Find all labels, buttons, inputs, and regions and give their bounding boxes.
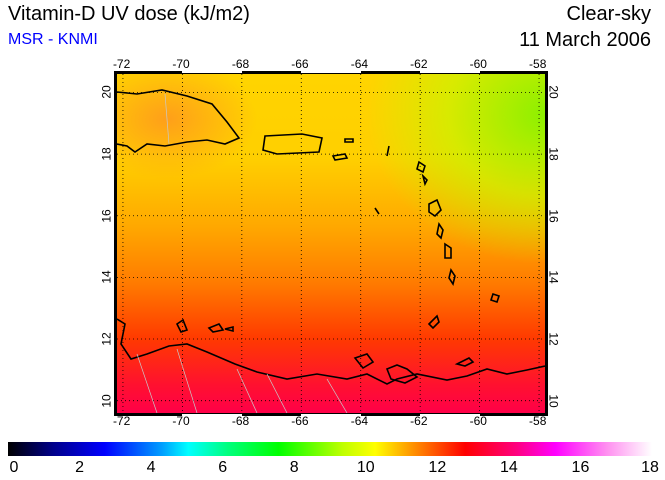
lon-tick-bottom: -70 (172, 414, 190, 428)
south-america-coast (117, 318, 545, 385)
frame-bar (182, 71, 242, 73)
frame-bar (420, 414, 480, 416)
coastlines (117, 89, 545, 385)
lon-tick-top: -68 (231, 57, 250, 71)
hispaniola-coast (117, 89, 241, 153)
lon-tick-top: -66 (291, 57, 309, 71)
lat-tick-right: 10 (546, 393, 561, 408)
colorbar-tick: 2 (75, 459, 84, 476)
colorbar-tick: 14 (499, 459, 518, 476)
colorbar (8, 442, 652, 456)
lat-tick-right: 14 (546, 270, 561, 285)
colorbar-tick: 10 (356, 459, 375, 476)
lat-tick-left: 14 (99, 270, 114, 285)
lon-tick-bottom: -60 (469, 414, 487, 428)
date-label: 11 March 2006 (519, 29, 651, 51)
frame-bar (420, 71, 480, 73)
lon-tick-top: -64 (350, 57, 369, 71)
lat-tick-right: 12 (546, 332, 561, 346)
lon-tick-top: -62 (410, 57, 428, 71)
lat-tick-right: 16 (546, 209, 561, 223)
map-title: Vitamin-D UV dose (kJ/m2) (8, 3, 250, 25)
colorbar-tick: 8 (289, 459, 299, 476)
lon-tick-top: -58 (529, 57, 547, 71)
colorbar-tick: 18 (641, 459, 659, 476)
colorbar-tick: 4 (146, 459, 156, 476)
lat-tick-right: 20 (546, 85, 561, 100)
lat-tick-left: 20 (99, 85, 114, 100)
condition-label: Clear-sky (566, 3, 651, 25)
lon-tick-bottom: -68 (231, 414, 250, 428)
lon-tick-top: -72 (112, 57, 131, 71)
graticule (117, 74, 545, 413)
colorbar-tick: 6 (218, 459, 228, 476)
borders (136, 93, 348, 413)
lon-tick-top: -70 (172, 57, 190, 71)
lon-tick-bottom: -72 (112, 414, 131, 428)
lat-tick-left: 12 (99, 332, 114, 346)
colorbar-tick: 12 (428, 459, 447, 476)
frame-bar (301, 71, 361, 73)
lat-tick-left: 18 (99, 147, 114, 161)
map-overlay (117, 74, 545, 413)
lon-tick-bottom: -64 (350, 414, 369, 428)
uv-dose-map (117, 74, 545, 413)
lat-tick-right: 18 (546, 147, 561, 161)
lon-tick-bottom: -62 (410, 414, 428, 428)
frame-bar (301, 414, 361, 416)
lon-tick-top: -60 (469, 57, 487, 71)
lat-tick-left: 10 (99, 393, 114, 408)
frame-bar (182, 414, 242, 416)
source-label: MSR - KNMI (8, 31, 98, 48)
lesser-antilles-coast (331, 138, 501, 367)
puerto-rico-coast (262, 133, 323, 155)
colorbar-tick: 0 (9, 459, 19, 476)
lon-tick-bottom: -58 (529, 414, 547, 428)
colorbar-tick: 16 (571, 459, 590, 476)
islands-south-coast (175, 318, 419, 384)
lat-tick-left: 16 (99, 209, 114, 223)
lon-tick-bottom: -66 (291, 414, 309, 428)
map-frame-ticks (114, 71, 548, 416)
